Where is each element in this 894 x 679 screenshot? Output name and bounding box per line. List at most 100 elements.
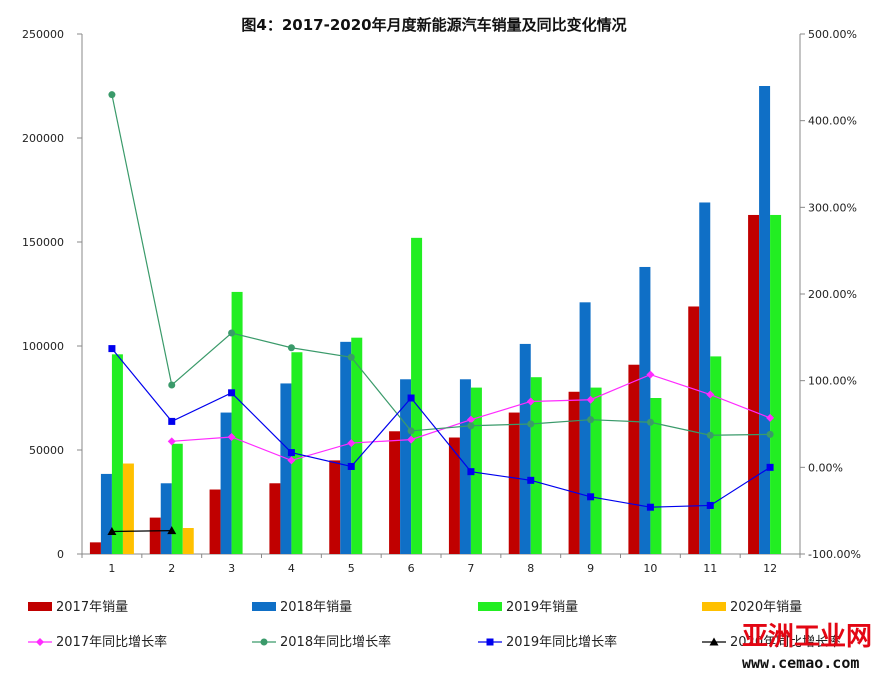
point — [466, 415, 475, 424]
x-tick-label: 10 — [643, 562, 657, 575]
point — [167, 437, 176, 446]
series-line — [111, 348, 771, 508]
x-tick-label: 8 — [527, 562, 534, 575]
bar — [389, 431, 401, 554]
y-left-tick-label: 250000 — [22, 28, 64, 41]
legend-swatch — [252, 602, 276, 611]
bar — [519, 343, 531, 554]
x-tick-label: 9 — [587, 562, 594, 575]
point — [646, 370, 655, 379]
x-tick-label: 7 — [467, 562, 474, 575]
bar — [710, 356, 722, 554]
point — [36, 638, 44, 646]
legend-label: 2019年销量 — [506, 600, 578, 615]
point — [646, 503, 654, 511]
line-series — [107, 91, 775, 535]
x-tick-label: 2 — [168, 562, 175, 575]
bar — [448, 437, 460, 554]
point — [467, 468, 475, 476]
bar — [209, 489, 221, 554]
bar — [149, 517, 161, 554]
y-right-tick-label: 300.00% — [808, 201, 857, 214]
legend-label: 2020年销量 — [730, 600, 802, 615]
y-left-tick-label: 150000 — [22, 236, 64, 249]
y-right-tick-label: 0.00% — [808, 461, 843, 474]
y-left-tick-label: 100000 — [22, 340, 64, 353]
point — [407, 427, 415, 435]
y-right-tick-label: 500.00% — [808, 28, 857, 41]
point — [706, 390, 715, 399]
x-tick-label: 12 — [763, 562, 777, 575]
x-tick-label: 4 — [288, 562, 295, 575]
legend-swatch — [478, 602, 502, 611]
bar — [280, 383, 292, 554]
legend-label: 2019年同比增长率 — [506, 634, 617, 650]
x-tick-label: 6 — [408, 562, 415, 575]
point — [467, 422, 475, 430]
bar — [171, 443, 183, 554]
bar — [160, 483, 172, 554]
series-line — [111, 530, 172, 533]
y-right-tick-label: -100.00% — [808, 548, 861, 561]
point — [228, 389, 236, 397]
point — [287, 456, 296, 465]
bar — [508, 412, 520, 554]
point — [287, 344, 295, 352]
bar — [269, 483, 281, 554]
bar — [628, 364, 640, 554]
bar — [770, 214, 782, 554]
point — [766, 430, 774, 438]
point — [168, 381, 176, 389]
point — [709, 637, 719, 646]
point — [407, 435, 416, 444]
legend-swatch — [702, 602, 726, 611]
bar — [111, 354, 123, 554]
bar — [291, 352, 303, 554]
point — [766, 413, 775, 422]
point — [527, 476, 535, 484]
legend-label: 2018年同比增长率 — [280, 634, 391, 650]
bar — [400, 379, 412, 554]
chart-title: 图4：2017-2020年月度新能源汽车销量及同比变化情况 — [241, 16, 626, 34]
bar — [470, 387, 482, 554]
bar — [530, 377, 542, 554]
point — [646, 418, 654, 426]
point — [168, 417, 176, 425]
point — [587, 416, 595, 424]
point — [407, 394, 415, 402]
point — [228, 329, 236, 337]
point — [260, 638, 268, 646]
legend-swatch — [28, 602, 52, 611]
bar — [759, 86, 771, 554]
watermark-title: 亚洲工业网 — [742, 622, 872, 652]
bar — [340, 341, 352, 554]
bar — [459, 379, 471, 554]
point — [586, 395, 595, 404]
y-right-tick-label: 100.00% — [808, 375, 857, 388]
x-tick-label: 5 — [348, 562, 355, 575]
point — [227, 433, 236, 441]
point — [526, 397, 535, 406]
watermark-url: www.cemao.com — [742, 654, 859, 672]
point — [108, 91, 116, 99]
bar — [579, 302, 591, 554]
bar — [650, 398, 662, 554]
x-tick-label: 11 — [703, 562, 717, 575]
y-right-tick-label: 200.00% — [808, 288, 857, 301]
bar — [590, 387, 602, 554]
series-line — [111, 94, 771, 436]
y-right-tick-label: 400.00% — [808, 115, 857, 128]
point — [706, 501, 714, 509]
point — [167, 526, 177, 535]
point — [587, 493, 595, 501]
x-tick-label: 3 — [228, 562, 235, 575]
y-left-tick-label: 0 — [57, 548, 64, 561]
bar — [100, 473, 112, 554]
bar — [182, 528, 194, 554]
bar — [329, 460, 341, 554]
bar — [411, 237, 423, 554]
point — [766, 463, 774, 471]
legend-label: 2017年同比增长率 — [56, 634, 167, 650]
bar — [748, 214, 760, 554]
